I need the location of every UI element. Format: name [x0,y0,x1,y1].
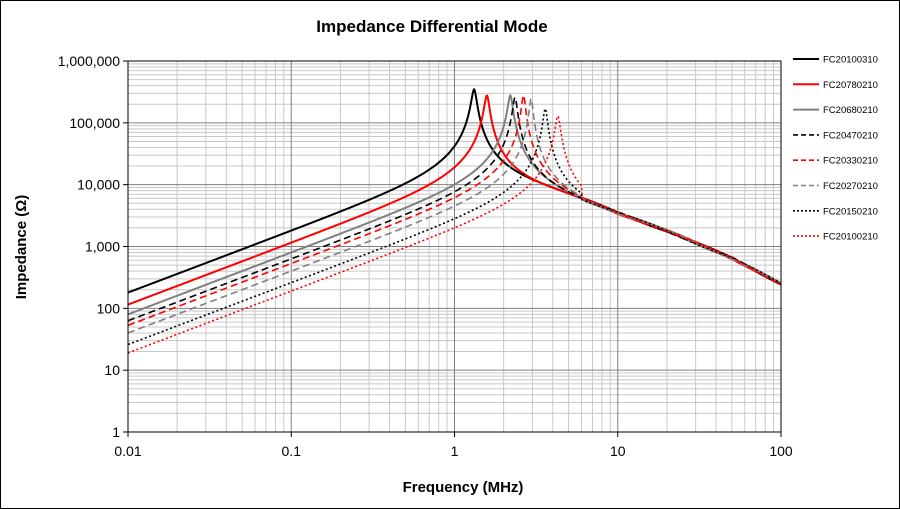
x-tick-label: 0.1 [282,443,302,459]
legend-label-fc20100310: FC20100310 [823,55,878,66]
chart-title: Impedance Differential Mode [316,17,547,36]
y-tick-label: 1,000,000 [58,53,120,69]
x-tick-label: 0.01 [114,443,141,459]
legend-label-fc20270210: FC20270210 [823,181,878,192]
tick-labels: 0.01 0.1 1 10 100 1 10 100 1,000 10,000 100,000 1,0… [58,53,793,459]
x-tick-label: 100 [769,443,793,459]
y-tick-label: 1,000 [85,239,120,255]
y-tick-label: 100 [97,300,121,316]
x-tick-label: 10 [610,443,626,459]
series-line-fc20330210 [127,94,782,327]
legend-label-fc20680210: FC20680210 [823,105,878,116]
series-line-fc20270210 [127,97,782,334]
y-tick-label: 10,000 [77,177,120,193]
legend-label-fc20780210: FC20780210 [823,80,878,91]
series-line-fc20470210 [127,96,782,322]
y-tick-label: 100,000 [69,115,120,131]
legend: FC20100310 FC20780210 FC20680210 FC20470210… [793,55,878,243]
legend-label-fc20470210: FC20470210 [823,130,878,141]
x-tick-label: 1 [451,443,459,459]
legend-label-fc20100210: FC20100210 [823,232,878,243]
plot-area-border [127,60,782,433]
legend-label-fc20150210: FC20150210 [823,206,878,217]
legend-label-fc20330210: FC20330210 [823,156,878,167]
series-lines [127,88,782,354]
x-axis-label: Frequency (MHz) [403,479,524,496]
y-axis-label: Impedance (Ω) [13,195,30,300]
grid [127,60,782,433]
y-tick-label: 1 [112,424,120,440]
y-tick-label: 10 [104,362,120,378]
